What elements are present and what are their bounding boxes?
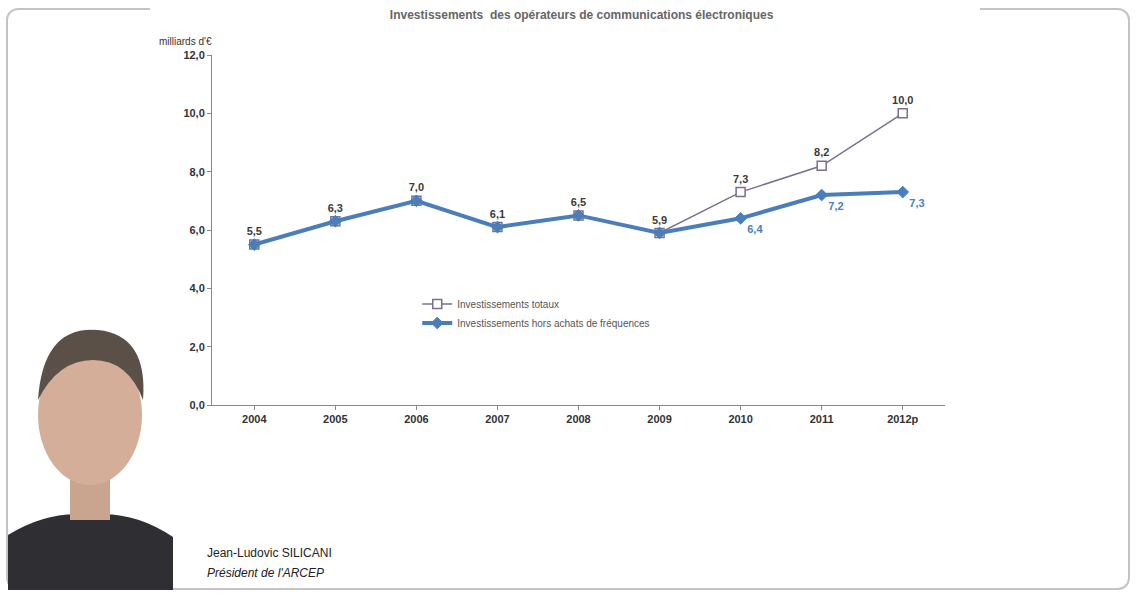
- svg-text:2008: 2008: [566, 413, 590, 425]
- svg-text:5,9: 5,9: [652, 214, 667, 226]
- svg-text:6,4: 6,4: [747, 223, 763, 235]
- svg-text:6,5: 6,5: [571, 196, 586, 208]
- svg-text:2007: 2007: [485, 413, 509, 425]
- svg-text:0,0: 0,0: [190, 399, 205, 411]
- svg-text:12,0: 12,0: [183, 49, 204, 61]
- svg-text:8,0: 8,0: [190, 166, 205, 178]
- svg-text:4,0: 4,0: [190, 282, 205, 294]
- svg-text:2,0: 2,0: [190, 341, 205, 353]
- svg-text:2006: 2006: [404, 413, 428, 425]
- html-text:Jean-Ludovic SILICANI: Jean-Ludovic SILICANI: [207, 546, 332, 560]
- svg-text:2012p: 2012p: [887, 413, 918, 425]
- svg-text:10,0: 10,0: [892, 94, 913, 106]
- svg-text:Investissements des opérateur: Investissements des opérateurs de commun…: [390, 8, 774, 22]
- svg-text:2004: 2004: [242, 413, 267, 425]
- svg-text:8,2: 8,2: [814, 146, 829, 158]
- svg-text:2011: 2011: [810, 413, 834, 425]
- svg-text:milliards d'€: milliards d'€: [159, 36, 212, 47]
- svg-text:2010: 2010: [728, 413, 752, 425]
- svg-text:6,3: 6,3: [328, 202, 343, 214]
- svg-text:7,0: 7,0: [409, 181, 424, 193]
- svg-text:6,0: 6,0: [190, 224, 205, 236]
- svg-text:6,1: 6,1: [490, 208, 505, 220]
- svg-text:10,0: 10,0: [183, 107, 204, 119]
- svg-text:7,3: 7,3: [909, 197, 924, 209]
- svg-text:2005: 2005: [323, 413, 347, 425]
- svg-text:Investissements hors achats de: Investissements hors achats de fréquence…: [457, 318, 649, 329]
- svg-text:7,2: 7,2: [828, 200, 843, 212]
- svg-text:Investissements totaux: Investissements totaux: [457, 299, 559, 310]
- html-text:Président de l'ARCEP: Président de l'ARCEP: [207, 566, 324, 580]
- svg-text:7,3: 7,3: [733, 173, 748, 185]
- svg-text:2009: 2009: [647, 413, 671, 425]
- svg-text:5,5: 5,5: [247, 225, 262, 237]
